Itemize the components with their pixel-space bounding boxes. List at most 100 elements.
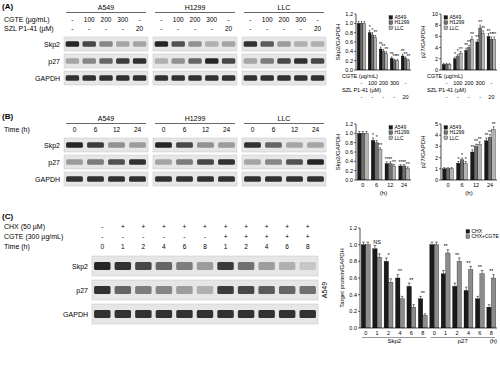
y-tick: [439, 47, 441, 48]
error-bar: [407, 167, 409, 168]
significance: **: [478, 136, 482, 142]
band: [188, 58, 201, 64]
bar: [468, 270, 472, 328]
x-axis: [360, 328, 497, 329]
bar: [448, 64, 451, 70]
legend: A549H1299LLC: [389, 124, 409, 140]
panel-label: (C): [2, 212, 13, 221]
bar: [442, 64, 445, 70]
x-row-value: 20: [488, 94, 494, 100]
error-bar: [372, 138, 374, 140]
bar: [399, 166, 403, 180]
band: [171, 75, 184, 81]
header-value: 12: [202, 126, 210, 133]
band: [188, 41, 201, 47]
x-tick-label: 6: [478, 330, 481, 336]
header-value: 24: [312, 126, 320, 133]
error-bar: [369, 30, 371, 32]
header-value: +: [203, 223, 207, 230]
bar: [366, 245, 370, 328]
x-tick-label: 24: [401, 182, 407, 188]
legend-label: LLC: [450, 135, 460, 141]
error-bar: [375, 35, 377, 37]
error-bar: [362, 131, 364, 133]
header-value: 0: [162, 126, 166, 133]
legend: A549H1299LLC: [444, 124, 464, 140]
header-value: -: [204, 233, 206, 240]
band: [294, 41, 307, 47]
x-row-value: 300: [390, 80, 399, 86]
band: [66, 75, 79, 81]
bar: [468, 48, 471, 70]
band: [155, 176, 172, 182]
header-label: SZL P1-41 (µM): [4, 25, 54, 33]
header-value: 300: [295, 16, 306, 23]
x-tick-label: 0: [364, 330, 367, 336]
band: [244, 58, 257, 64]
bar: [480, 274, 484, 328]
band: [129, 159, 146, 165]
band: [258, 286, 274, 294]
y-tick: [358, 278, 360, 279]
blot-strip: [92, 256, 318, 276]
y-tick-label: 1.2: [345, 121, 353, 127]
legend-swatch: [466, 230, 470, 234]
band: [176, 286, 192, 294]
band: [176, 262, 192, 270]
band: [82, 75, 95, 81]
header-value: 20: [136, 25, 144, 32]
protein-label: GAPDH: [35, 75, 60, 82]
header-value: 6: [94, 126, 98, 133]
band: [311, 75, 324, 81]
band: [155, 58, 168, 64]
y-tick-label: 0.4: [345, 48, 353, 54]
bar: [360, 23, 363, 70]
error-bar: [397, 59, 399, 60]
group-span: [362, 337, 427, 338]
y-tick: [439, 70, 441, 71]
y-tick: [439, 168, 441, 169]
y-tick: [354, 60, 356, 61]
header-value: -: [71, 16, 73, 23]
band: [108, 142, 125, 148]
group-label: H1299: [185, 115, 206, 122]
band: [277, 75, 290, 81]
bar: [453, 286, 457, 328]
header-value: -: [249, 25, 251, 32]
header-value: -: [283, 25, 285, 32]
band: [133, 41, 146, 47]
band: [218, 176, 235, 182]
significance: **: [392, 159, 396, 165]
band: [265, 176, 282, 182]
band: [108, 176, 125, 182]
header-value: 6: [183, 243, 187, 250]
header-value: 100: [262, 16, 273, 23]
header-value: 0: [251, 126, 255, 133]
band: [197, 176, 214, 182]
band: [116, 41, 129, 47]
bar: [492, 130, 496, 180]
x-row-label: SZL P1-41 (µM): [342, 87, 381, 93]
header-value: -: [194, 25, 196, 32]
legend-swatch: [389, 16, 393, 20]
error-bar: [408, 59, 410, 60]
bar: [377, 257, 381, 328]
y-tick: [354, 51, 356, 52]
significance: **: [395, 53, 399, 59]
blot-strip: [92, 304, 318, 324]
band: [286, 176, 303, 182]
legend-swatch: [389, 131, 393, 135]
bar: [457, 163, 461, 180]
bar: [488, 137, 492, 180]
error-bar: [412, 305, 415, 308]
header-value: 8: [306, 243, 310, 250]
group-line: [244, 12, 324, 13]
significance: **: [421, 290, 426, 296]
legend-swatch: [444, 131, 448, 135]
bar: [460, 160, 464, 180]
legend-swatch: [444, 21, 448, 25]
band: [294, 58, 307, 64]
bar: [375, 143, 379, 180]
header-label: Time (h): [4, 243, 30, 251]
y-tick: [354, 170, 356, 171]
